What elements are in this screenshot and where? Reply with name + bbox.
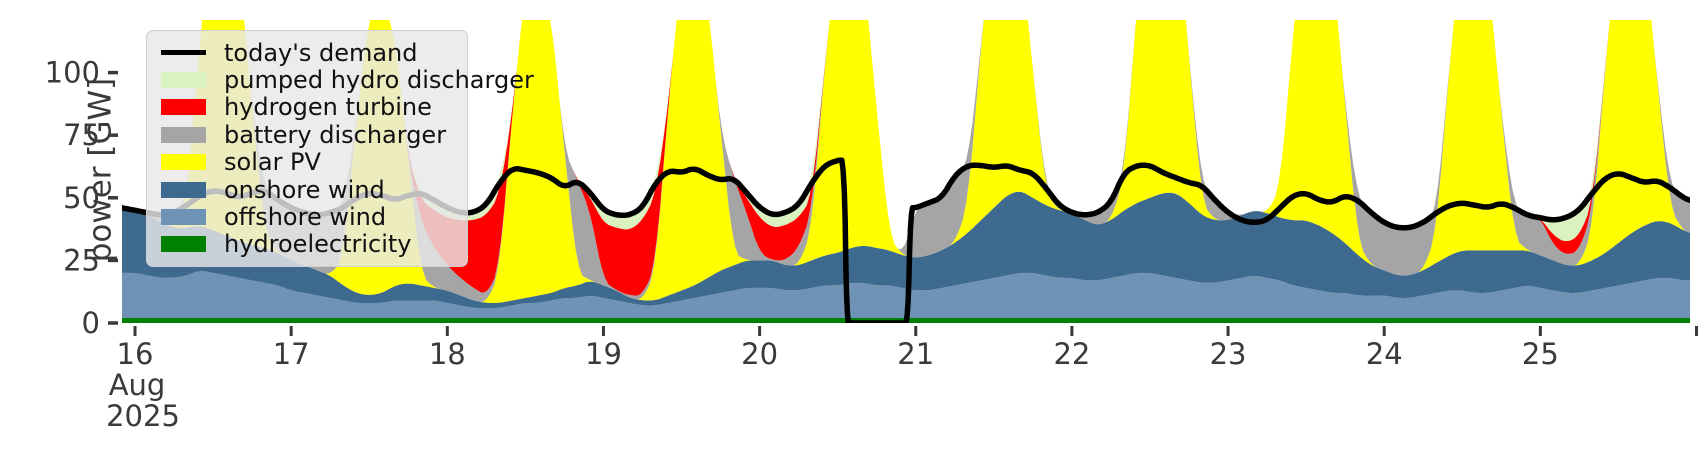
legend-color-swatch xyxy=(161,72,206,89)
legend-label: pumped hydro discharger xyxy=(224,66,534,95)
legend-label: onshore wind xyxy=(224,175,385,204)
area-battery-discharger xyxy=(122,20,1690,302)
x-tick-label: 21 xyxy=(897,337,934,371)
x-tick-label: 20 xyxy=(741,337,778,371)
y-axis-title: power [GW] xyxy=(82,77,119,263)
legend-color-swatch xyxy=(161,236,206,253)
legend-label: offshore wind xyxy=(224,203,387,232)
legend-item: onshore wind xyxy=(161,176,455,203)
legend-label: hydroelectricity xyxy=(224,230,412,259)
legend-item: hydrogen turbine xyxy=(161,94,455,121)
legend-box: today's demand pumped hydro discharger hyd… xyxy=(146,30,534,268)
legend-item: offshore wind xyxy=(161,203,455,230)
area-solar-PV xyxy=(122,20,1690,303)
x-tick-label: 25 xyxy=(1522,337,1559,371)
x-tick-label: 22 xyxy=(1053,337,1090,371)
legend-color-swatch xyxy=(161,126,206,143)
legend-label: today's demand xyxy=(224,38,418,67)
y-tick-label: 25 xyxy=(63,243,100,277)
x-tick-label: 23 xyxy=(1210,337,1247,371)
legend-color-swatch xyxy=(161,99,206,116)
legend-color-swatch xyxy=(161,181,206,198)
legend-line-swatch xyxy=(161,50,206,56)
legend-label: battery discharger xyxy=(224,120,447,149)
legend-item: battery discharger xyxy=(161,121,455,148)
y-tick-label: 75 xyxy=(63,118,100,152)
legend-item: solar PV xyxy=(161,149,455,176)
legend-item: today's demand xyxy=(161,39,455,66)
x-offset-month: Aug xyxy=(109,368,166,402)
y-tick-label: 100 xyxy=(45,56,100,90)
x-offset-year: 2025 xyxy=(106,399,180,433)
legend-item: pumped hydro discharger xyxy=(161,66,534,93)
area-onshore-wind xyxy=(122,191,1690,308)
legend-label: hydrogen turbine xyxy=(224,93,432,122)
x-tick-label: 18 xyxy=(429,337,466,371)
legend-label: solar PV xyxy=(224,148,321,177)
legend-item: hydroelectricity xyxy=(161,231,455,258)
legend-color-swatch xyxy=(161,209,206,226)
x-tick-label: 24 xyxy=(1366,337,1403,371)
x-tick-label: 19 xyxy=(585,337,622,371)
x-tick-label: 16 xyxy=(117,337,154,371)
y-tick-label: 0 xyxy=(82,306,100,340)
y-tick-label: 50 xyxy=(63,181,100,215)
legend-color-swatch xyxy=(161,154,206,171)
x-tick-label: 17 xyxy=(273,337,310,371)
